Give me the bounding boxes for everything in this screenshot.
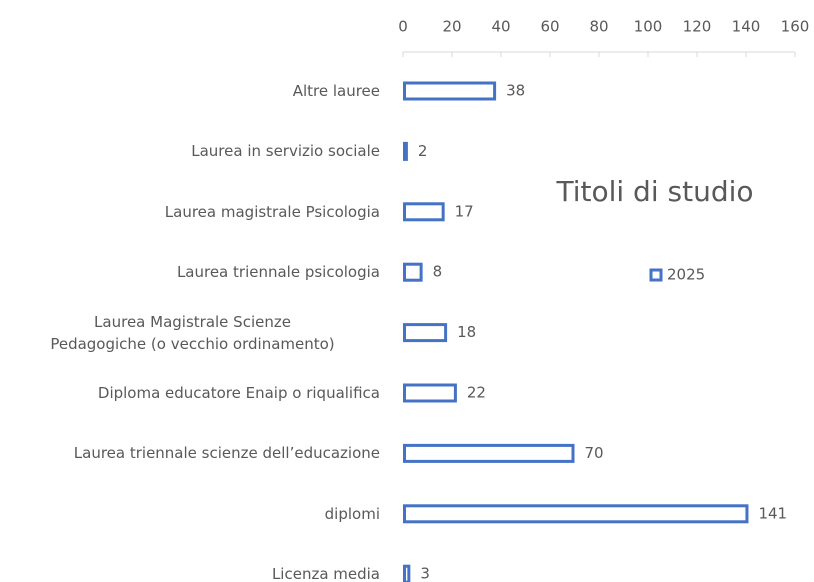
bar — [403, 443, 575, 463]
x-tick-label: 120 — [683, 18, 712, 36]
x-tick-label: 20 — [442, 18, 461, 36]
data-label: 38 — [506, 82, 525, 100]
x-tick-label: 60 — [540, 18, 559, 36]
y-tick-label: Laurea triennale scienze dell’educazione — [73, 444, 380, 463]
x-tick-label: 160 — [781, 18, 810, 36]
bar — [403, 81, 497, 101]
data-label: 141 — [758, 504, 787, 522]
bar — [403, 383, 457, 403]
y-tick-label: Licenza media — [271, 565, 380, 582]
y-tick-label: Laurea Magistrale Scienze Pedagogiche (o… — [50, 312, 335, 353]
y-tick-label: diplomi — [324, 504, 380, 523]
data-label: 22 — [467, 384, 486, 402]
bar — [403, 141, 408, 161]
data-label: 17 — [455, 202, 474, 220]
data-label: 18 — [457, 323, 476, 341]
data-label: 70 — [585, 444, 604, 462]
legend-label: 2025 — [667, 266, 705, 284]
bar — [403, 262, 423, 282]
y-tick-label: Laurea triennale psicologia — [176, 263, 380, 282]
chart-title: Titoli di studio — [555, 175, 753, 208]
y-tick-label: Diploma educatore Enaip o riqualifica — [97, 384, 380, 402]
y-tick-label: Laurea magistrale Psicologia — [164, 202, 380, 221]
x-tick-label: 100 — [634, 18, 663, 36]
legend-swatch — [649, 268, 663, 282]
y-tick-label: Laurea in servizio sociale — [191, 142, 380, 161]
bar — [403, 564, 411, 582]
x-tick-label: 40 — [491, 18, 510, 36]
bar — [403, 202, 445, 222]
data-label: 8 — [433, 263, 443, 281]
data-label: 2 — [418, 142, 428, 160]
data-label: 3 — [420, 565, 430, 582]
x-tick-label: 80 — [589, 18, 608, 36]
bar — [403, 323, 448, 343]
x-tick-label: 140 — [732, 18, 761, 36]
x-tick-label: 0 — [398, 18, 408, 36]
y-tick-label: Altre lauree — [292, 82, 380, 100]
bar — [403, 504, 749, 524]
